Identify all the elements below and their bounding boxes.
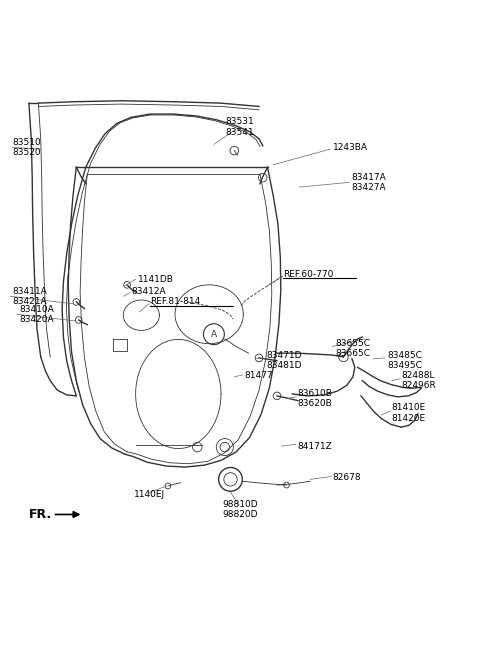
Text: FR.: FR. bbox=[29, 508, 52, 521]
Text: 84171Z: 84171Z bbox=[297, 442, 332, 451]
Text: 82678: 82678 bbox=[333, 474, 361, 482]
Text: 81477: 81477 bbox=[245, 371, 274, 380]
Text: 82488L
82496R: 82488L 82496R bbox=[401, 371, 436, 390]
Text: 83412A: 83412A bbox=[132, 287, 167, 296]
Text: 1140EJ: 1140EJ bbox=[134, 490, 166, 499]
Text: 1141DB: 1141DB bbox=[138, 275, 174, 284]
Text: 81410E
81420E: 81410E 81420E bbox=[392, 403, 426, 422]
Text: 83411A
83421A: 83411A 83421A bbox=[12, 286, 47, 306]
Text: 83471D
83481D: 83471D 83481D bbox=[266, 351, 301, 371]
Text: 98810D
98820D: 98810D 98820D bbox=[222, 500, 258, 520]
Text: REF.81-814: REF.81-814 bbox=[150, 298, 200, 306]
Text: 1243BA: 1243BA bbox=[333, 143, 368, 152]
Text: 83655C
83665C: 83655C 83665C bbox=[335, 339, 370, 358]
Text: A: A bbox=[211, 330, 217, 339]
Text: 83417A
83427A: 83417A 83427A bbox=[351, 173, 386, 192]
Text: 83610B
83620B: 83610B 83620B bbox=[297, 389, 332, 409]
Text: 83485C
83495C: 83485C 83495C bbox=[387, 351, 422, 371]
Text: REF.60-770: REF.60-770 bbox=[283, 270, 333, 279]
Text: 83510
83520: 83510 83520 bbox=[12, 137, 41, 157]
Text: 83531
83541: 83531 83541 bbox=[226, 117, 254, 137]
Text: 83410A
83420A: 83410A 83420A bbox=[19, 305, 54, 324]
